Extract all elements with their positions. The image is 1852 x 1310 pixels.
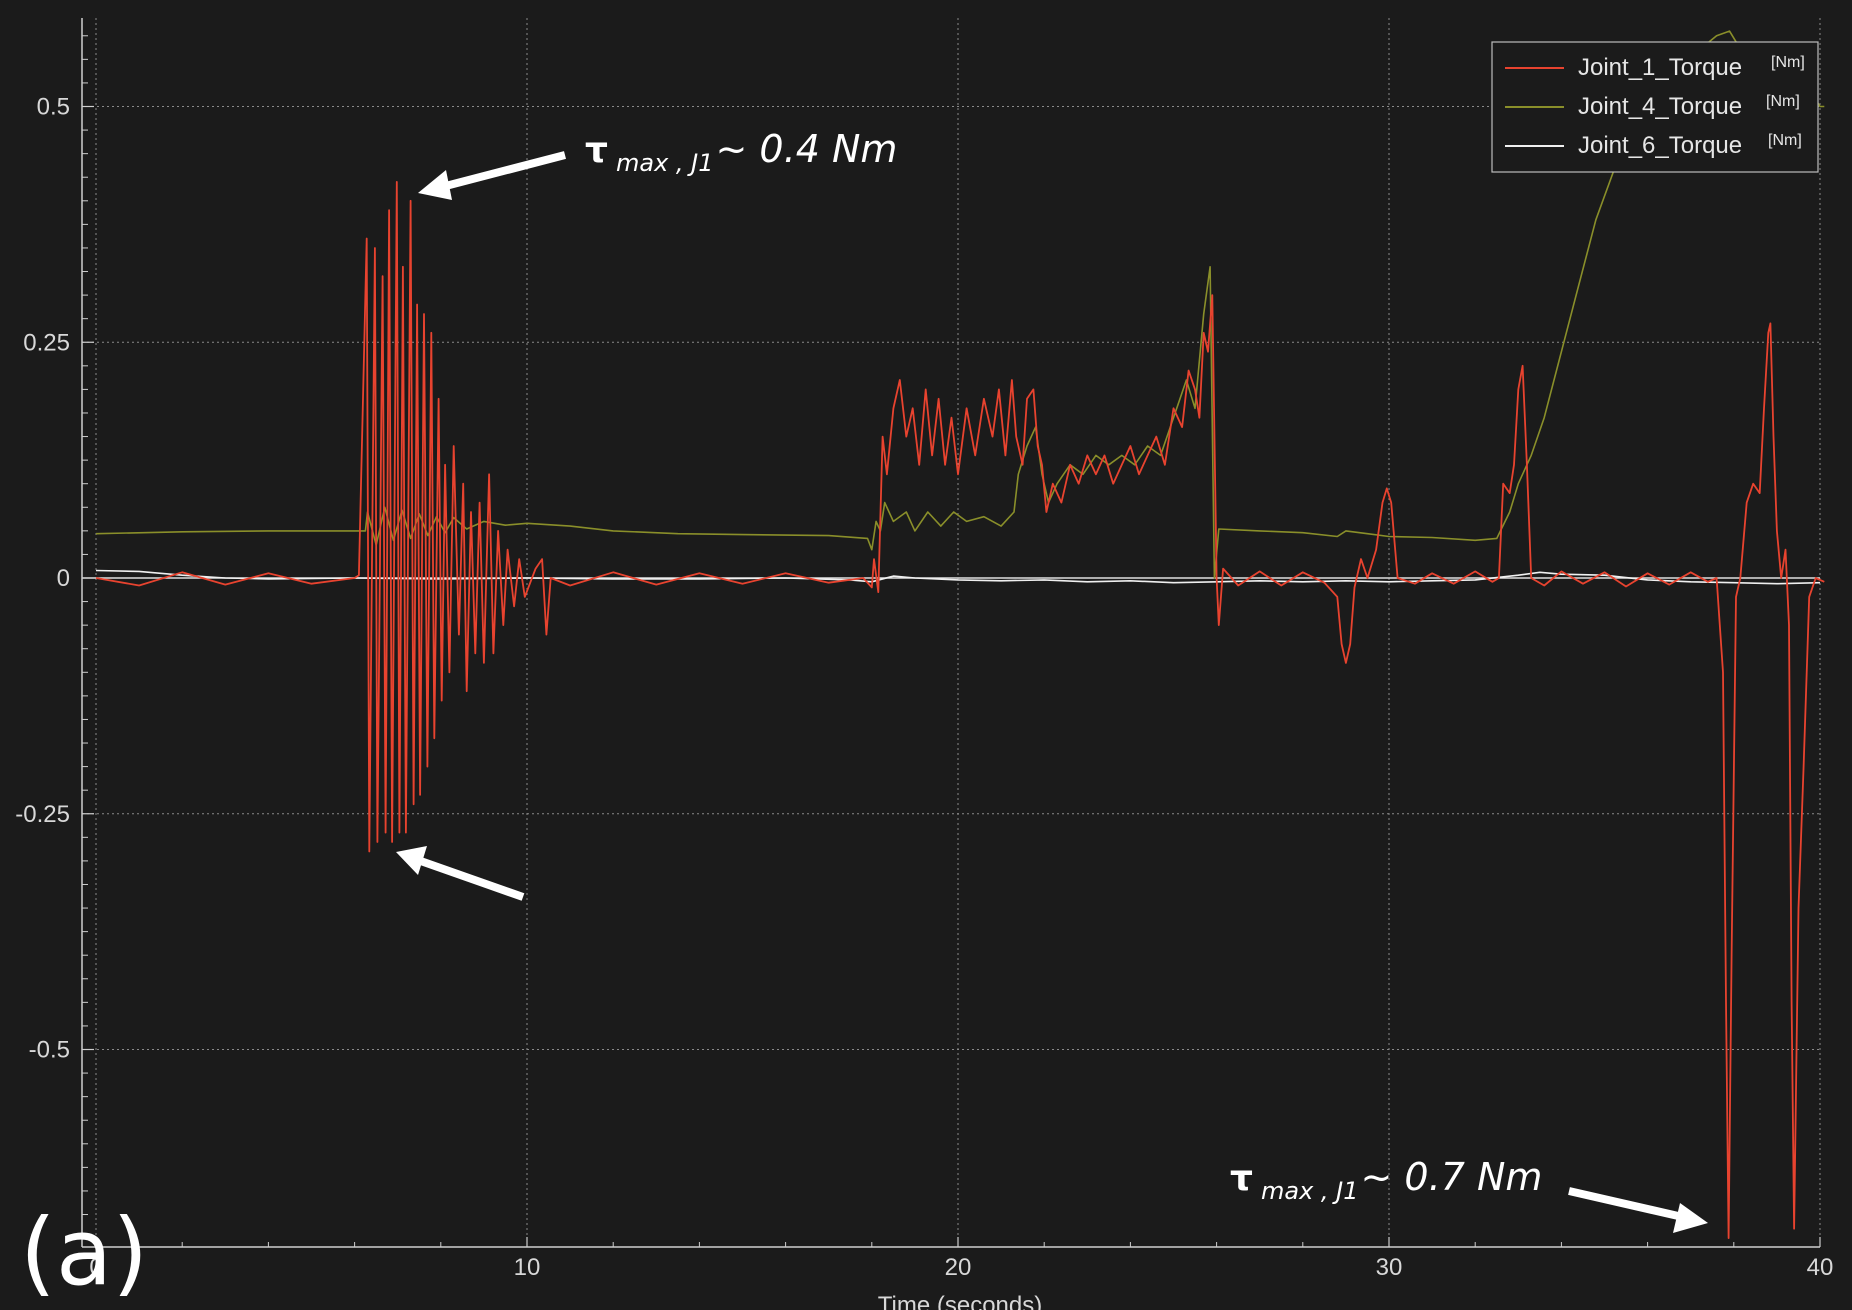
legend-item-joint-1[interactable]: Joint_1_Torque [Nm]: [1505, 54, 1805, 81]
arrow-top-head: [418, 170, 452, 200]
panel-label: (a): [20, 1199, 148, 1306]
annotation-max-torque-top: τ max , J1~ 0.4 Nm: [418, 127, 897, 200]
arrow-mid-head: [396, 846, 427, 875]
y-tick-label: 0.25: [23, 329, 70, 356]
arrow-bottom-head: [1673, 1203, 1708, 1233]
ticks: 0 10 20 30 40 0.5 0.25 0 -0.25 -0.5: [15, 35, 1834, 1281]
x-tick-label: 0: [89, 1254, 102, 1281]
legend-label-joint-4: Joint_4_Torque: [1578, 93, 1742, 120]
legend-unit-joint-6: [Nm]: [1768, 132, 1802, 149]
legend-item-joint-6[interactable]: Joint_6_Torque [Nm]: [1505, 132, 1802, 159]
legend-unit-joint-4: [Nm]: [1766, 93, 1800, 110]
annotation-bottom-tau: τ: [1230, 1158, 1253, 1199]
legend-unit-joint-1: [Nm]: [1771, 54, 1805, 71]
arrow-bottom-shaft: [1568, 1187, 1688, 1222]
series-lines: [95, 30, 1825, 1239]
arrow-mid-shaft: [413, 855, 525, 901]
annotation-bottom-value: ~ 0.7 Nm: [1361, 1155, 1543, 1199]
x-tick-label: 40: [1807, 1254, 1834, 1281]
legend[interactable]: Joint_1_Torque [Nm] Joint_4_Torque [Nm] …: [1491, 41, 1819, 173]
annotation-bottom-subscript: max , J1: [1261, 1177, 1359, 1205]
legend-item-joint-4[interactable]: Joint_4_Torque [Nm]: [1505, 93, 1800, 120]
x-tick-label: 20: [945, 1254, 972, 1281]
annotation-top-value: ~ 0.4 Nm: [716, 127, 898, 171]
annotation-top-tau: τ: [585, 130, 608, 171]
y-tick-label: -0.25: [15, 801, 70, 828]
annotation-bottom-text: τ max , J1~ 0.7 Nm: [1230, 1155, 1542, 1205]
y-tick-label: 0.5: [37, 94, 70, 121]
annotation-top-text: τ max , J1~ 0.4 Nm: [585, 127, 897, 177]
y-tick-label: -0.5: [29, 1037, 70, 1064]
annotation-max-torque-bottom: τ max , J1~ 0.7 Nm: [1230, 1155, 1708, 1233]
y-tick-label: 0: [57, 565, 70, 592]
axes: [81, 18, 1820, 1248]
legend-label-joint-6: Joint_6_Torque: [1578, 132, 1742, 159]
x-tick-label: 30: [1376, 1254, 1403, 1281]
arrow-top-shaft: [436, 151, 567, 192]
x-axis-title: Time (seconds): [878, 1292, 1042, 1310]
legend-label-joint-1: Joint_1_Torque: [1578, 54, 1742, 81]
annotation-top-subscript: max , J1: [616, 149, 714, 177]
series-line-joint-1-torque: [95, 181, 1825, 1239]
annotation-arrow-min: [396, 846, 525, 901]
x-tick-label: 10: [514, 1254, 541, 1281]
